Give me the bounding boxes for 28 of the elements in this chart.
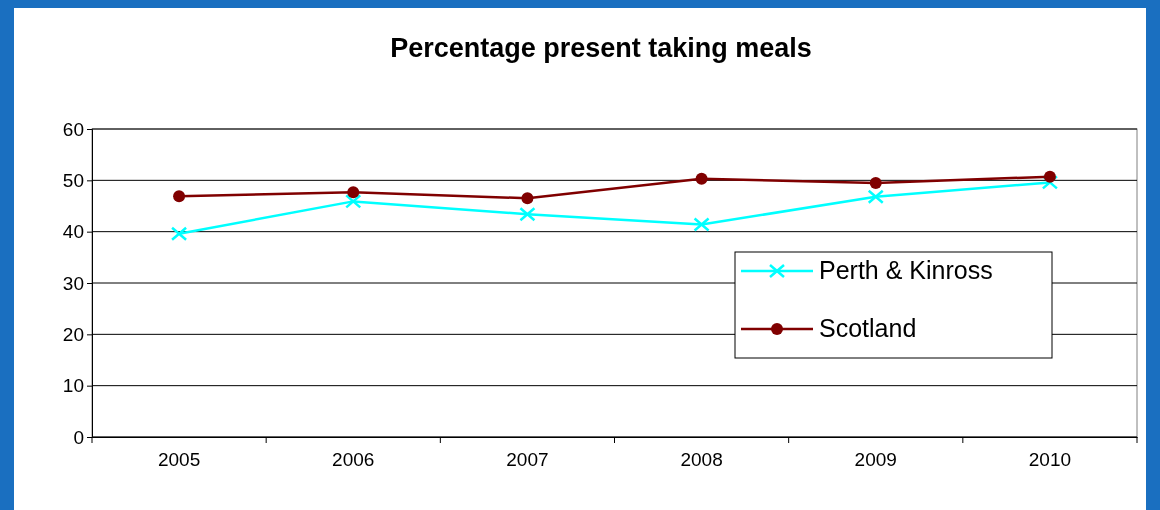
point (170, 226, 188, 241)
x-tick-label: 2006 (332, 449, 375, 471)
y-tick-label: 30 (62, 272, 84, 294)
y-tick-label: 20 (62, 323, 84, 345)
y-tick-label: 60 (62, 118, 84, 140)
point (867, 189, 884, 205)
point (1043, 170, 1056, 183)
point (345, 194, 362, 209)
x-tick-label: 2005 (157, 449, 201, 471)
y-tick-label: 50 (62, 169, 84, 191)
point (869, 176, 882, 189)
legend-label: Perth & Kinross (819, 256, 993, 284)
point (519, 206, 536, 222)
x-tick-label: 2009 (854, 449, 897, 471)
x-tick-label: 2010 (1028, 449, 1072, 471)
y-tick-label: 0 (73, 426, 84, 448)
point (521, 192, 534, 205)
x-tick-label: 2007 (506, 449, 549, 471)
legend-label: Scotland (819, 314, 917, 342)
point (1041, 175, 1059, 190)
point (693, 217, 710, 232)
point (173, 190, 186, 203)
x-tick-label: 2008 (680, 449, 723, 471)
y-tick-label: 10 (62, 375, 84, 397)
y-tick-label: 40 (62, 221, 84, 243)
chart-title: Percentage present taking meals (390, 33, 812, 63)
point (347, 186, 360, 199)
point (695, 172, 708, 185)
